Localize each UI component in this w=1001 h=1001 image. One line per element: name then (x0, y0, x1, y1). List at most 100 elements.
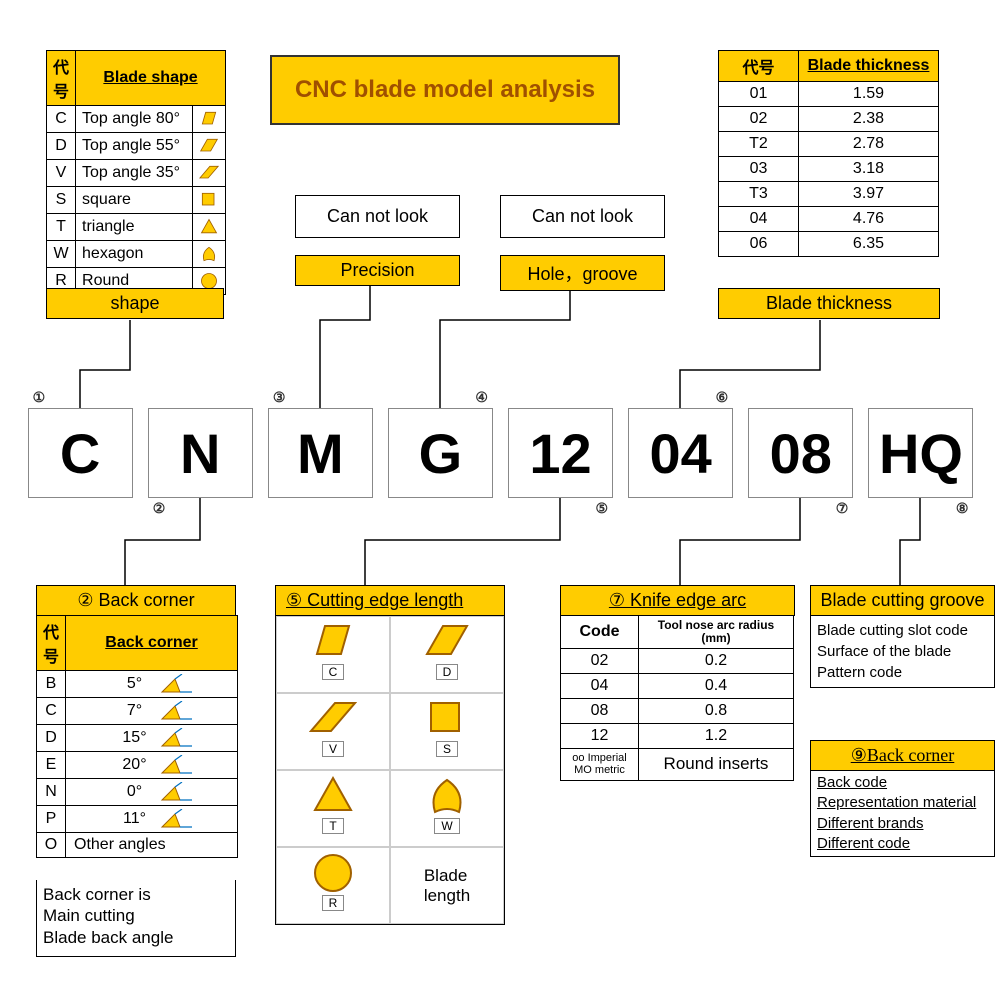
bcg-line: Blade cutting slot code (817, 620, 988, 641)
bs-label: square (76, 187, 193, 214)
ke-val: 0.8 (639, 699, 794, 724)
bt-code: 06 (719, 232, 799, 257)
bs-code: V (47, 160, 76, 187)
bt-hdr-label: Blade thickness (799, 51, 939, 82)
code-cell-4: 12⑤ (508, 408, 613, 498)
bt-code: 01 (719, 82, 799, 107)
bc-code: D (37, 725, 66, 752)
ke-val: 0.4 (639, 674, 794, 699)
model-code-row: C①N②M③G④12⑤04⑥08⑦HQ⑧ (0, 408, 1001, 498)
code-cell-5: 04⑥ (628, 408, 733, 498)
holegroove-label: Hole，groove (500, 255, 665, 291)
circ-7: ⑦ (836, 500, 849, 517)
ke-code: 02 (561, 649, 639, 674)
knife-edge-title: ⑦ Knife edge arc (560, 585, 795, 616)
cutting-edge-title: ⑤ Cutting edge length (275, 585, 505, 616)
ce-shape-W: W (390, 770, 504, 847)
bc9-line: Different code (817, 834, 988, 854)
ke-val: 0.2 (639, 649, 794, 674)
bs-icon (193, 241, 226, 268)
bc-other: Other angles (66, 833, 238, 858)
bs-icon (193, 214, 226, 241)
bcg-body: Blade cutting slot codeSurface of the bl… (810, 615, 995, 688)
bs-label: Top angle 80° (76, 106, 193, 133)
ke-code: 12 (561, 724, 639, 749)
bc9-line: Different brands (817, 814, 988, 834)
bs-label: Top angle 55° (76, 133, 193, 160)
bt-val: 6.35 (799, 232, 939, 257)
bt-code: 02 (719, 107, 799, 132)
bc-note: Back corner is Main cutting Blade back a… (36, 880, 236, 957)
bs-icon (193, 133, 226, 160)
ke-hdr-label: Tool nose arc radius (mm) (639, 616, 794, 649)
bc-val: 7° (66, 698, 238, 725)
bc9-line: Back code (817, 773, 988, 793)
bc-code: N (37, 779, 66, 806)
bc-code: B (37, 671, 66, 698)
circ-5: ⑤ (596, 500, 609, 517)
bc-val: 11° (66, 806, 238, 833)
bt-code: 04 (719, 207, 799, 232)
title-banner: CNC blade model analysis (270, 55, 620, 125)
bc9-body: Back codeRepresentation materialDifferen… (810, 770, 995, 857)
code-cell-6: 08⑦ (748, 408, 853, 498)
circ-4: ④ (475, 389, 488, 406)
circ-6: ⑥ (716, 389, 729, 406)
ce-shape-V: V (276, 693, 390, 770)
bc9-title: ⑨Back corner (810, 740, 995, 771)
bs-code: W (47, 241, 76, 268)
bs-icon (193, 106, 226, 133)
bt-val: 2.78 (799, 132, 939, 157)
ce-shape-D: D (390, 616, 504, 693)
bt-footer: Blade thickness (718, 288, 940, 319)
code-cell-2: M③ (268, 408, 373, 498)
bs-icon (193, 160, 226, 187)
precision-box: Can not look (295, 195, 460, 238)
bc-code: E (37, 752, 66, 779)
ke-round-label: Round inserts (639, 749, 794, 780)
bt-val: 3.18 (799, 157, 939, 182)
back-corner-table: 代号 Back corner B 5°C 7°D 15°E 20°N 0°P 1… (36, 615, 238, 858)
bs-label: triangle (76, 214, 193, 241)
bt-code: T3 (719, 182, 799, 207)
ke-val: 1.2 (639, 724, 794, 749)
ke-code: 04 (561, 674, 639, 699)
ce-shape-T: T (276, 770, 390, 847)
knife-edge-table: Code Tool nose arc radius (mm) 020.2040.… (560, 615, 794, 781)
code-cell-1: N② (148, 408, 253, 498)
bs-icon (193, 187, 226, 214)
bt-code: T2 (719, 132, 799, 157)
bt-val: 1.59 (799, 82, 939, 107)
bt-val: 3.97 (799, 182, 939, 207)
bc-val: 5° (66, 671, 238, 698)
bt-code: 03 (719, 157, 799, 182)
ke-code: 08 (561, 699, 639, 724)
bt-val: 4.76 (799, 207, 939, 232)
bcg-line: Pattern code (817, 662, 988, 683)
cutting-edge-box: CDVSTWRBlade length (275, 615, 505, 925)
bc-code: P (37, 806, 66, 833)
bs-label: hexagon (76, 241, 193, 268)
circ-1: ① (33, 389, 46, 406)
bc-code: C (37, 698, 66, 725)
ke-round-code: oo Imperial MO metric (561, 749, 639, 780)
ce-shape-S: S (390, 693, 504, 770)
blade-shape-hdr-code: 代号 (47, 51, 76, 106)
bt-hdr-code: 代号 (719, 51, 799, 82)
bc-val: 20° (66, 752, 238, 779)
circ-2: ② (153, 500, 166, 517)
bc9-line: Representation material (817, 793, 988, 813)
bt-val: 2.38 (799, 107, 939, 132)
holegroove-box: Can not look (500, 195, 665, 238)
bc-hdr-label: Back corner (66, 616, 238, 671)
blade-thickness-table: 代号 Blade thickness 011.59022.38T22.78033… (718, 50, 939, 257)
shape-footer-label: shape (46, 288, 224, 319)
circ-8: ⑧ (956, 500, 969, 517)
code-cell-7: HQ⑧ (868, 408, 973, 498)
precision-label: Precision (295, 255, 460, 286)
bs-code: T (47, 214, 76, 241)
code-cell-3: G④ (388, 408, 493, 498)
blade-shape-hdr-label: Blade shape (76, 51, 226, 106)
bc-other-code: O (37, 833, 66, 858)
ce-shape-R: R (276, 847, 390, 924)
